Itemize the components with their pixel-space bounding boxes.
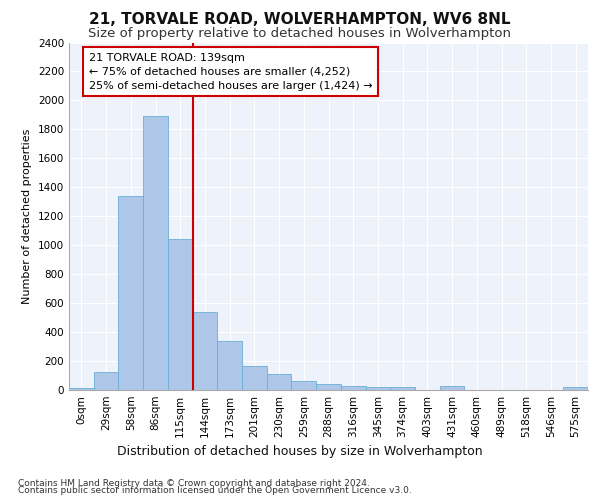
Bar — [168, 240, 193, 390]
Bar — [217, 342, 242, 390]
Text: Contains public sector information licensed under the Open Government Licence v3: Contains public sector information licen… — [18, 486, 412, 495]
Bar — [69, 388, 94, 390]
Bar — [440, 386, 464, 390]
Bar — [390, 388, 415, 390]
Bar — [118, 196, 143, 390]
Bar — [292, 381, 316, 390]
Text: Size of property relative to detached houses in Wolverhampton: Size of property relative to detached ho… — [89, 28, 511, 40]
Bar — [242, 366, 267, 390]
Text: Contains HM Land Registry data © Crown copyright and database right 2024.: Contains HM Land Registry data © Crown c… — [18, 478, 370, 488]
Y-axis label: Number of detached properties: Number of detached properties — [22, 128, 32, 304]
Bar — [193, 312, 217, 390]
Bar — [267, 374, 292, 390]
Bar — [316, 384, 341, 390]
Bar — [365, 387, 390, 390]
Bar — [563, 388, 588, 390]
Bar — [341, 386, 365, 390]
Text: Distribution of detached houses by size in Wolverhampton: Distribution of detached houses by size … — [117, 444, 483, 458]
Text: 21, TORVALE ROAD, WOLVERHAMPTON, WV6 8NL: 21, TORVALE ROAD, WOLVERHAMPTON, WV6 8NL — [89, 12, 511, 28]
Bar — [94, 372, 118, 390]
Bar — [143, 116, 168, 390]
Text: 21 TORVALE ROAD: 139sqm
← 75% of detached houses are smaller (4,252)
25% of semi: 21 TORVALE ROAD: 139sqm ← 75% of detache… — [89, 52, 373, 90]
